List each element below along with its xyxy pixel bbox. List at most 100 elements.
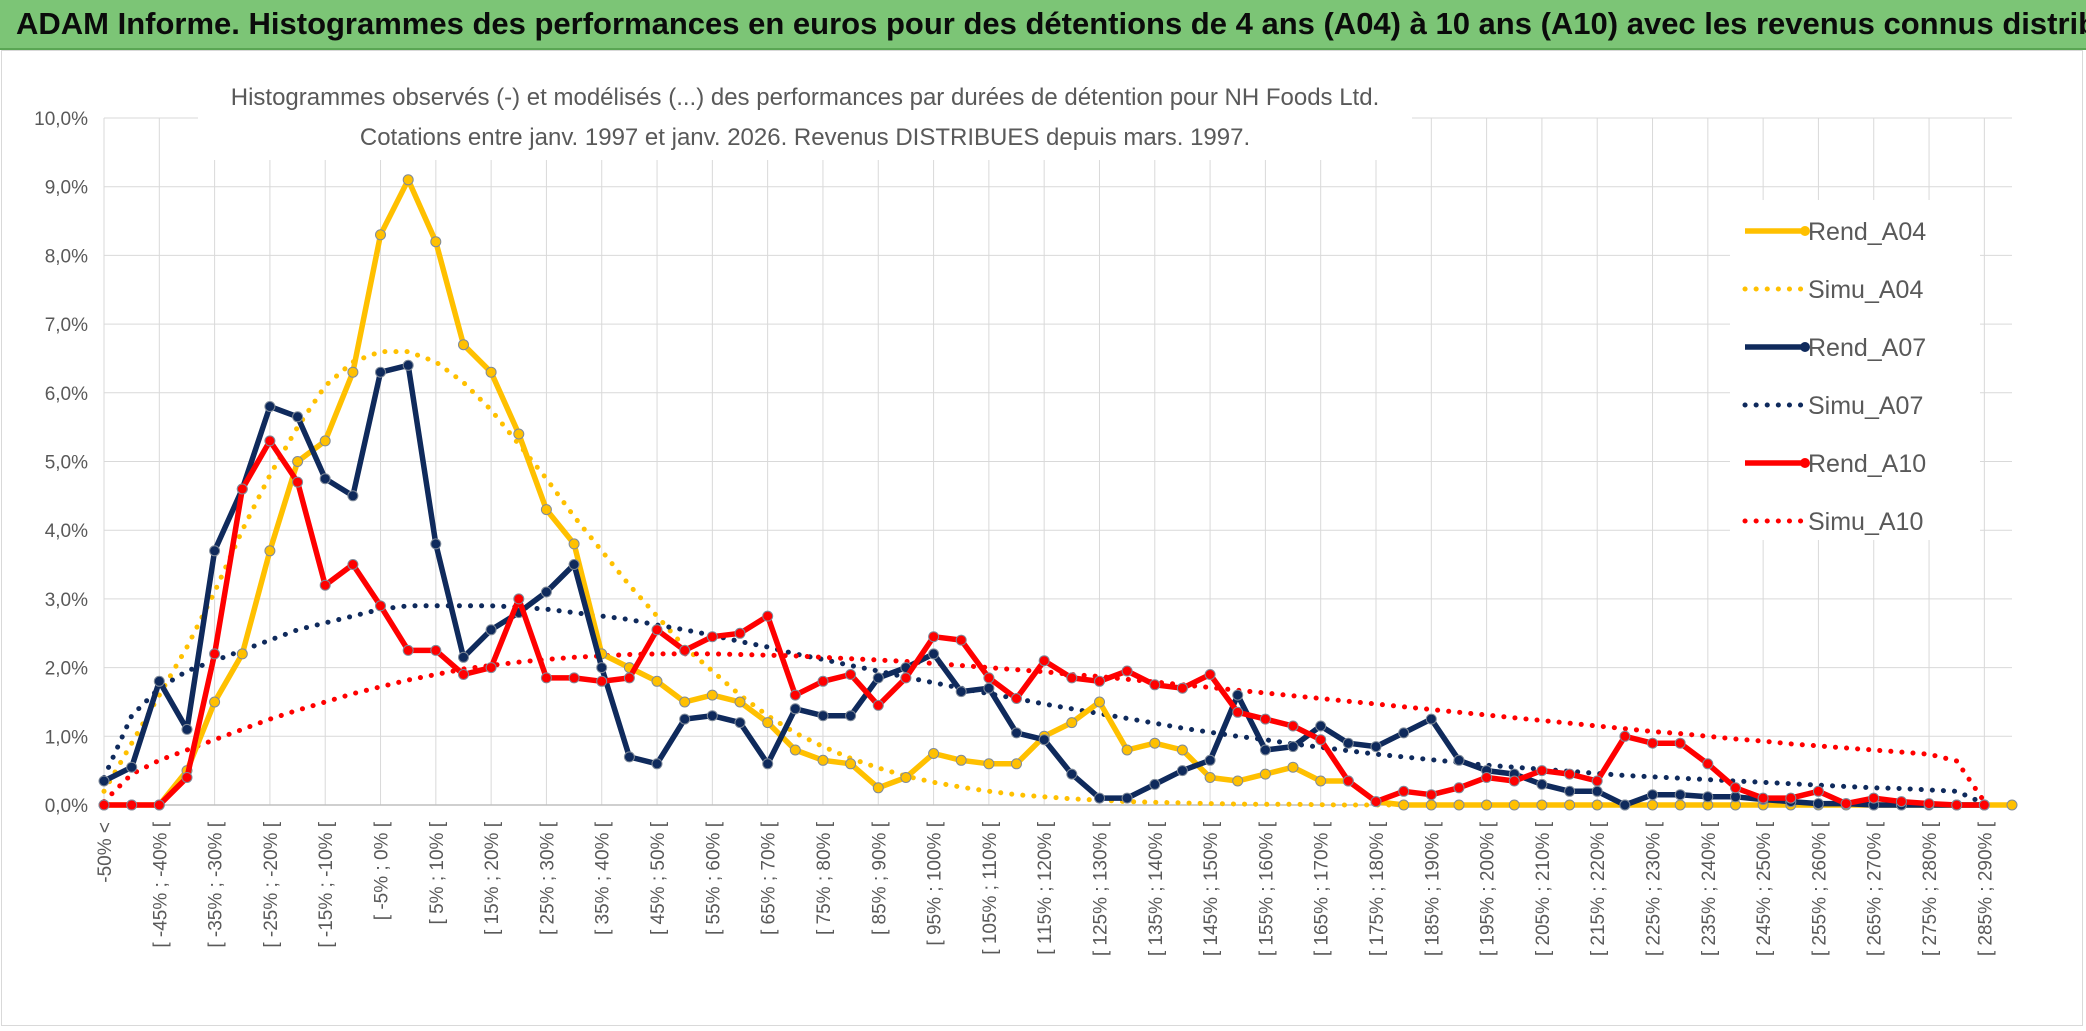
data-point [1757,792,1769,804]
data-point [1066,768,1078,780]
data-point [1176,765,1188,777]
data-point [983,682,995,694]
data-point [1259,744,1271,756]
data-point [1619,799,1631,811]
data-point [1619,730,1631,742]
data-point [264,401,276,412]
data-point [651,675,663,687]
x-tick-label: [ 85% ; 90% [ [869,821,890,935]
y-tick-label: 7,0% [45,315,88,336]
data-point [1011,727,1022,739]
data-point [209,648,221,660]
data-point [540,504,552,516]
data-point [264,435,276,447]
data-point [1591,785,1603,797]
data-point [540,672,552,684]
chart-title-backdrop [198,76,1412,160]
x-tick-label: [ -25% ; -20% [ [261,821,282,947]
data-point [568,538,580,550]
chart-legend: Rend_A04 Simu_A04 Rend_A07 Simu_A07 Rend_A10… [1742,218,1926,536]
data-point [1232,689,1244,701]
data-point [264,545,276,557]
data-point [430,644,442,656]
legend-item-rend-a04: Rend_A04 [1745,218,1926,246]
series-rend-a04 [98,174,2018,811]
data-point [789,703,801,715]
x-tick-label: [ -45% ; -40% [ [150,821,171,947]
data-point [651,758,663,770]
x-tick-label: [ 25% ; 30% [ [537,821,558,935]
data-point [540,586,552,598]
data-point [872,699,884,711]
x-tick-label: [ 155% ; 160% [ [1256,821,1277,956]
data-point [1011,693,1022,704]
data-point [817,754,829,766]
data-point [1370,796,1382,808]
x-tick-label: -50% < [95,822,116,883]
data-point [1453,799,1465,811]
legend-label: Simu_A10 [1808,508,1923,536]
series-line-simu-a10 [101,651,1987,805]
data-point [1204,772,1216,783]
data-point [734,627,746,639]
data-point [1398,727,1410,739]
series-rend-a10 [98,435,1990,811]
data-point [1425,713,1437,725]
data-point [1149,679,1161,691]
data-point [1066,672,1078,684]
x-tick-label: [ 55% ; 60% [ [703,821,724,935]
series-layer [98,174,2018,811]
x-tick-label: [ 65% ; 70% [ [759,821,780,935]
data-point [458,651,469,663]
data-point [1176,744,1188,756]
data-point [1536,778,1548,790]
data-point [706,710,718,722]
legend-marker [1800,226,1810,236]
x-tick-label: [ 275% ; 280% [ [1920,821,1941,956]
data-point [1342,775,1354,787]
data-point [485,662,497,674]
data-point [236,483,248,495]
data-point [181,772,193,783]
data-point [1038,734,1050,746]
data-point [762,717,774,729]
data-point [209,545,221,557]
legend-item-simu-a04: Simu_A04 [1742,276,1923,304]
data-point [1121,744,1133,756]
x-tick-label: [ 245% ; 250% [ [1754,821,1775,956]
data-point [1149,778,1161,790]
data-point [596,662,608,674]
x-tick-label: [ 35% ; 40% [ [593,821,614,935]
data-point [375,366,386,378]
y-tick-label: 10,0% [34,109,88,130]
data-point [292,476,304,488]
data-point [872,782,884,794]
data-point [319,435,331,447]
legend-label: Rend_A04 [1808,218,1926,246]
data-point [1315,720,1327,732]
data-point [1923,798,1935,810]
data-point [1094,792,1105,804]
data-point [623,672,635,684]
data-point [789,744,801,756]
series-line-simu-a04 [101,349,2015,808]
y-axis-tick-labels: 0,0% 1,0% 2,0% 3,0% 4,0% 5,0% 6,0% 7,0% 8,0% 9,0%… [34,109,88,817]
data-point [1812,798,1824,810]
data-point [98,799,110,811]
data-point [430,538,442,550]
data-point [347,366,359,378]
data-point [679,713,691,725]
data-point [679,696,691,708]
data-point [1149,737,1161,749]
x-tick-label: [ 265% ; 270% [ [1865,821,1886,956]
data-point [1425,789,1437,801]
x-tick-label: [ 225% ; 230% [ [1644,821,1665,956]
data-point [1951,799,1963,811]
data-point [1342,737,1354,749]
data-point [1232,706,1244,718]
series-simu-a04 [101,349,2015,808]
chart-subtitle: Cotations entre janv. 1997 et janv. 2026… [360,124,1250,151]
data-point [1425,799,1437,811]
x-tick-label: [ 105% ; 110% [ [980,821,1001,954]
